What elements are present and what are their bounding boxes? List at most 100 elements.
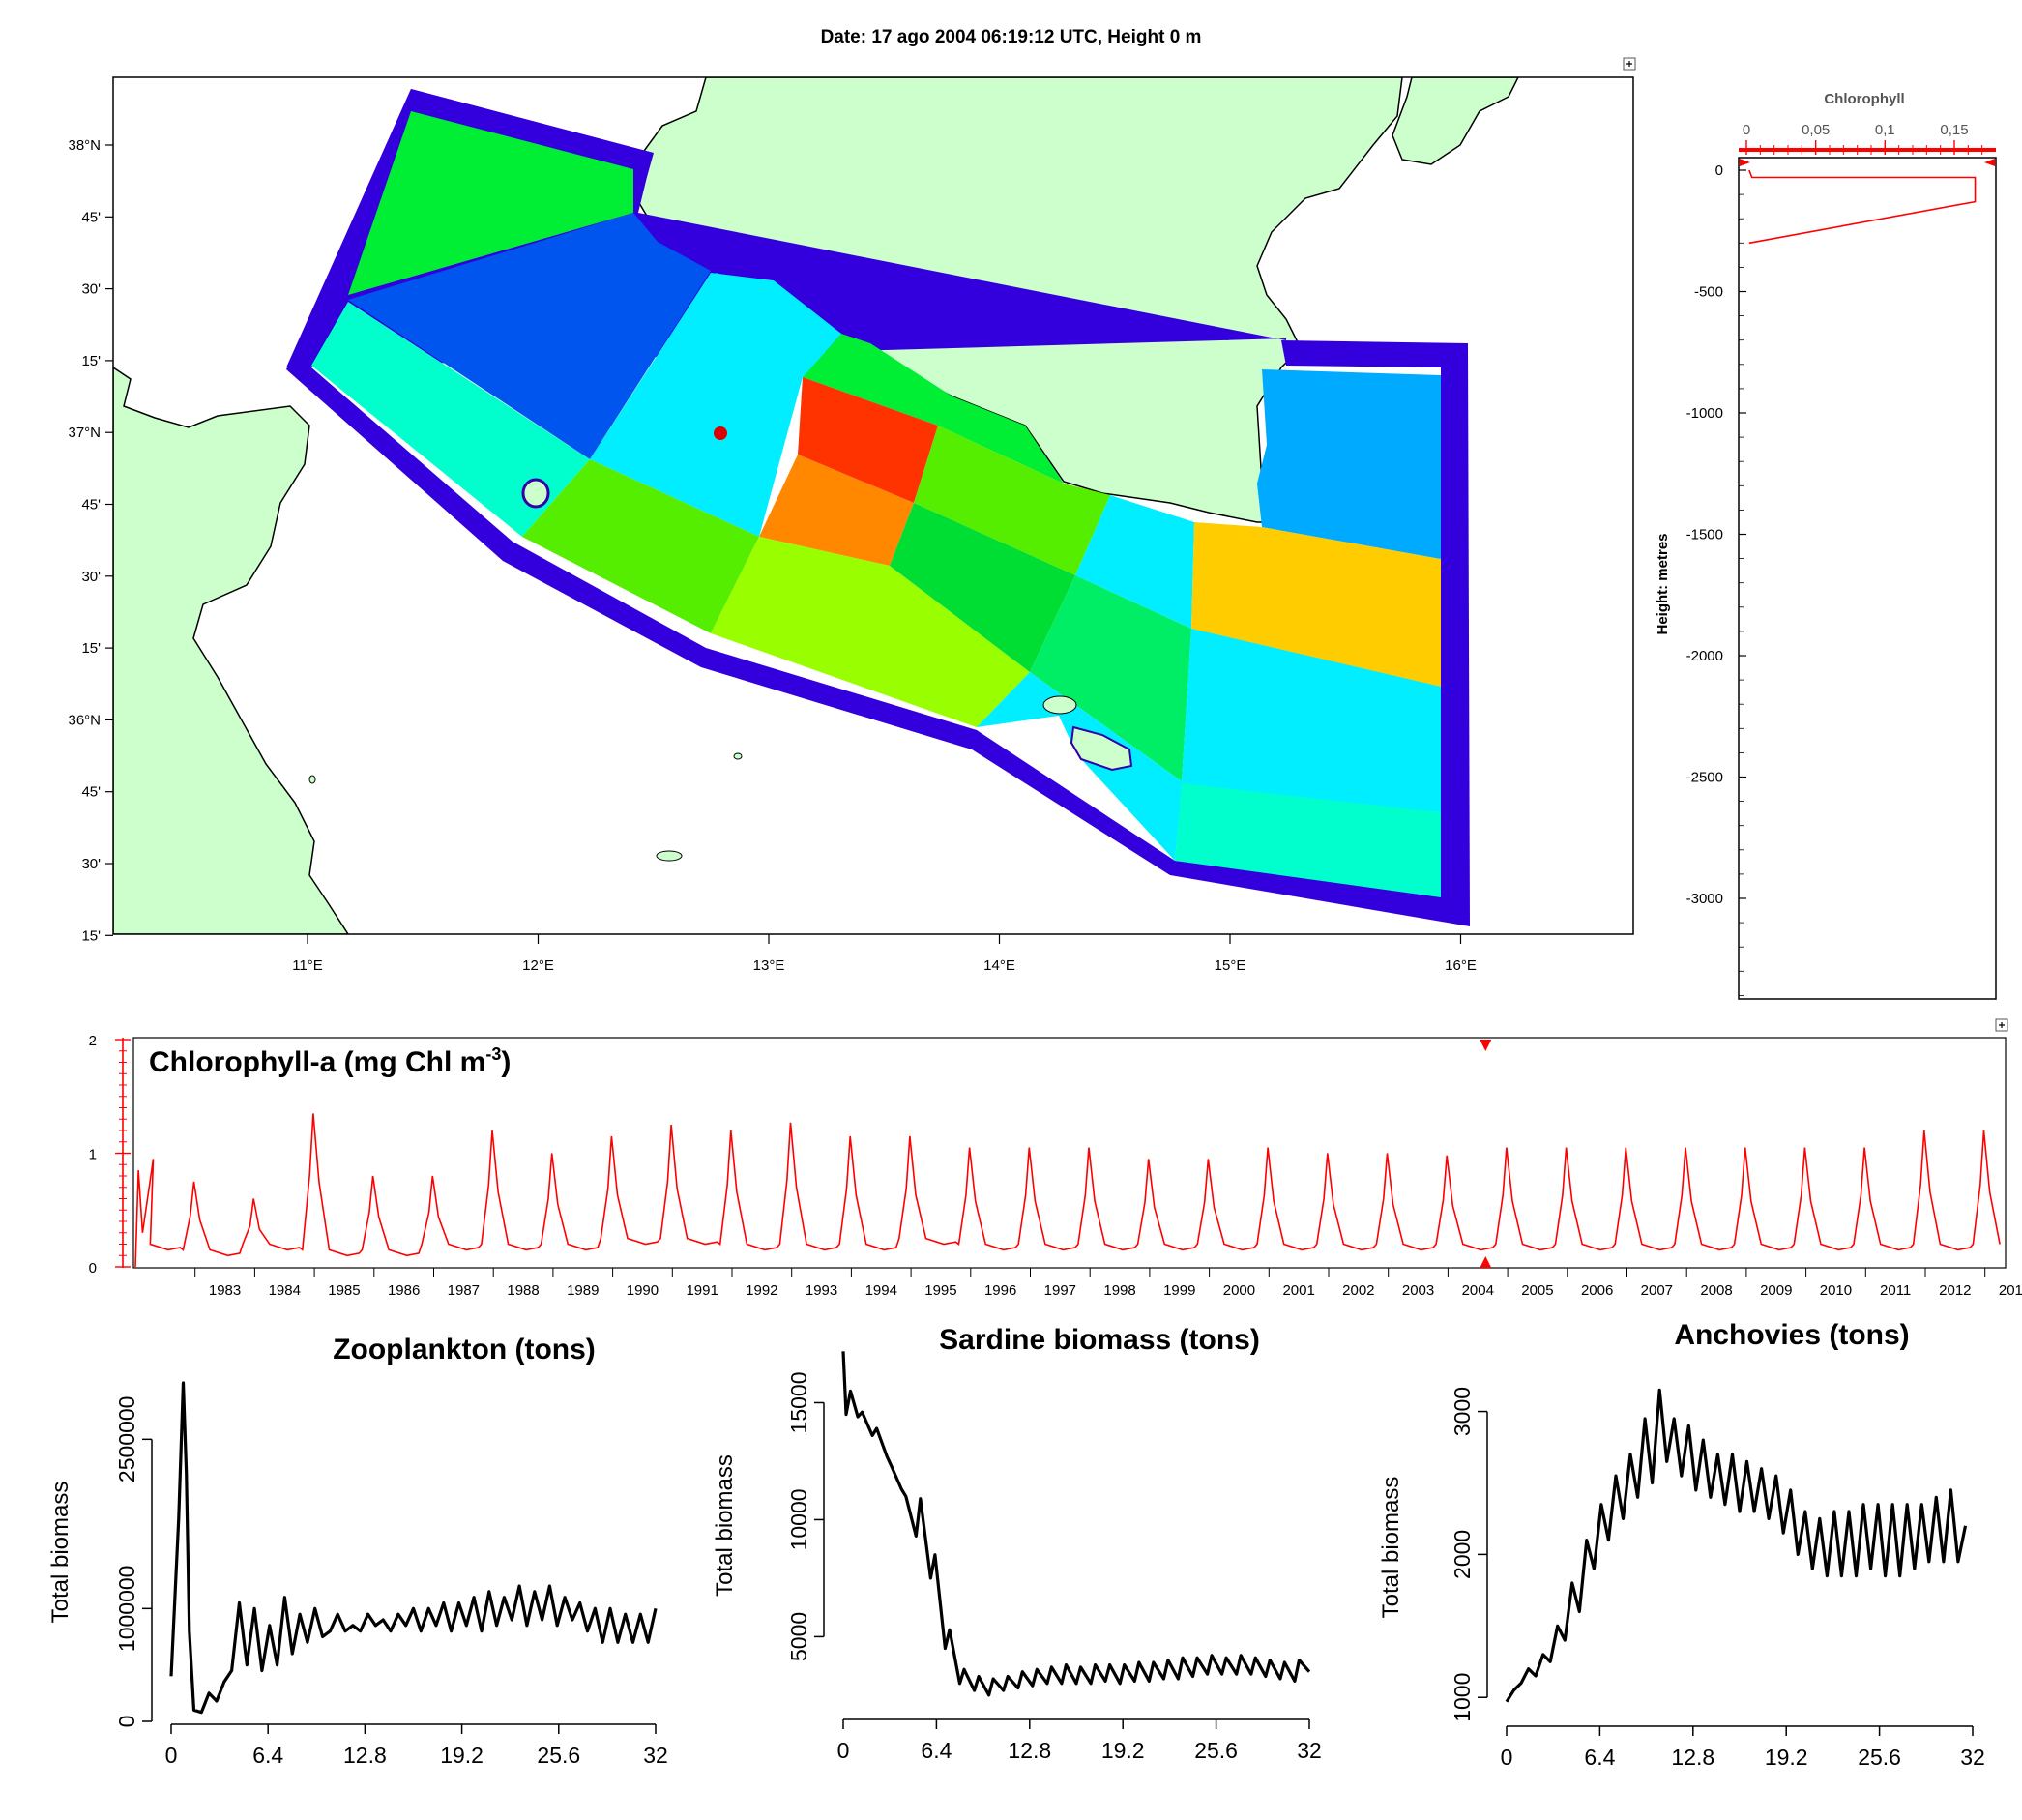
cell-cyan-east bbox=[1075, 495, 1194, 629]
lat-label: 45' bbox=[81, 209, 101, 225]
cell-midgreen bbox=[890, 503, 1075, 672]
cell-lightgreen bbox=[1030, 575, 1191, 781]
red-dot-icon[interactable] bbox=[714, 426, 727, 440]
series-year-label: 2001 bbox=[1282, 1282, 1314, 1299]
cell-cyan-ne bbox=[716, 273, 841, 377]
lat-label: 36°N bbox=[68, 712, 101, 728]
cell-lime-west bbox=[522, 459, 759, 633]
lat-label: 30' bbox=[81, 856, 101, 872]
series-year-label: 1985 bbox=[328, 1282, 360, 1299]
series-year-label: 2011 bbox=[1880, 1282, 1911, 1299]
series-year-label: 1989 bbox=[567, 1282, 599, 1299]
plot-ylabel: Total biomass bbox=[47, 1482, 73, 1624]
series-year-label: 2012 bbox=[1939, 1282, 1971, 1299]
series-year-label: 1998 bbox=[1103, 1282, 1135, 1299]
plot-x-label: 32 bbox=[643, 1743, 668, 1768]
chlorophyll-profile-panel: Chlorophyll 0 0,05 0,1 0,15 0 -500 -1000 -1500… bbox=[1655, 91, 1997, 1000]
plot-x-label: 12.8 bbox=[343, 1743, 387, 1768]
series-year-label: 2005 bbox=[1521, 1282, 1553, 1299]
cell-green-north bbox=[803, 334, 1064, 484]
plot-x-label: 32 bbox=[1960, 1745, 1985, 1770]
profile-y-label: -2000 bbox=[1686, 648, 1723, 664]
chlorophyll-timeseries-panel: 2 1 0 1983 1984 1985 1986 1987 1988 1989 1990 1991… bbox=[89, 1018, 2022, 1299]
profile-frame bbox=[1738, 157, 1997, 1000]
series-year-label: 2003 bbox=[1402, 1282, 1434, 1299]
lat-label: 38°N bbox=[68, 137, 101, 154]
island-small bbox=[308, 775, 316, 784]
plot-x-label: 19.2 bbox=[1101, 1738, 1145, 1763]
island-linosa bbox=[733, 752, 743, 760]
series-title: Chlorophyll-a (mg Chl m-3) bbox=[149, 1044, 511, 1078]
plot-x-label: 0 bbox=[837, 1738, 850, 1763]
plot-x-label: 25.6 bbox=[537, 1743, 580, 1768]
plot-x-label: 12.8 bbox=[1008, 1738, 1051, 1763]
profile-x-label: 0,05 bbox=[1802, 122, 1830, 138]
plot-x-label: 0 bbox=[165, 1743, 178, 1768]
biomass-line bbox=[169, 1381, 658, 1715]
island-pantelleria-top bbox=[521, 478, 550, 509]
lon-label: 16°E bbox=[1445, 957, 1477, 974]
plot-title: Zooplankton (tons) bbox=[333, 1334, 596, 1365]
profile-line bbox=[1748, 169, 1977, 245]
cell-yellowgreen bbox=[711, 537, 1030, 727]
plot-y-label: 3000 bbox=[1450, 1387, 1475, 1436]
lat-label: 37°N bbox=[68, 425, 101, 441]
red-triangle-icon[interactable] bbox=[1480, 1040, 1492, 1051]
plot-x-label: 25.6 bbox=[1858, 1745, 1901, 1770]
plot-y-label: 10000 bbox=[786, 1488, 811, 1550]
series-year-label: 2004 bbox=[1462, 1282, 1494, 1299]
plus-square-icon[interactable] bbox=[1623, 57, 1636, 71]
profile-x-axis: 0 0,05 0,1 0,15 bbox=[1743, 122, 1983, 155]
map-lon-axis: 11°E 12°E 13°E 14°E 15°E 16°E bbox=[292, 934, 1477, 974]
cell-gold bbox=[1191, 522, 1441, 687]
cell-aqua-west bbox=[311, 302, 590, 537]
island-gozo-top bbox=[1042, 695, 1077, 715]
plot-y-label: 2000 bbox=[1450, 1530, 1475, 1579]
profile-ylabel: Height: metres bbox=[1655, 533, 1671, 634]
lon-label: 13°E bbox=[753, 957, 785, 974]
map-frame bbox=[112, 76, 1634, 935]
plot-y-label: 0 bbox=[114, 1716, 139, 1728]
lat-label: 15' bbox=[81, 640, 101, 657]
cell-red bbox=[798, 377, 938, 503]
series-year-label: 1984 bbox=[269, 1282, 301, 1299]
plus-square-icon[interactable] bbox=[1995, 1018, 2008, 1032]
plot-y-label: 1000000 bbox=[114, 1566, 139, 1653]
red-triangle-icon[interactable] bbox=[1480, 1256, 1492, 1268]
series-year-label: 2008 bbox=[1700, 1282, 1732, 1299]
plot-x-label: 12.8 bbox=[1671, 1745, 1714, 1770]
plot-x-label: 19.2 bbox=[440, 1743, 484, 1768]
profile-marker-left bbox=[1740, 159, 1750, 166]
series-year-label: 1996 bbox=[984, 1282, 1016, 1299]
series-year-label: 1983 bbox=[209, 1282, 241, 1299]
series-year-label: 1991 bbox=[686, 1282, 718, 1299]
tunisia-landmass bbox=[113, 367, 349, 934]
plot-title: Anchovies (tons) bbox=[1674, 1319, 1909, 1351]
lon-label: 15°E bbox=[1215, 957, 1246, 974]
series-year-label: 2000 bbox=[1223, 1282, 1255, 1299]
profile-y-label: 0 bbox=[1715, 162, 1723, 179]
plot-x-label: 32 bbox=[1297, 1738, 1322, 1763]
plot-ylabel: Total biomass bbox=[712, 1454, 738, 1597]
plot-x-label: 25.6 bbox=[1194, 1738, 1238, 1763]
series-year-label: 1988 bbox=[507, 1282, 539, 1299]
series-year-label: 1999 bbox=[1163, 1282, 1195, 1299]
lat-label: 45' bbox=[81, 497, 101, 514]
chlorophyll-series-line bbox=[134, 1113, 2001, 1268]
biomass-line bbox=[1505, 1388, 1968, 1703]
sardine-plot: Sardine biomass (tons) 5000 10000 15000 Tota… bbox=[712, 1324, 1322, 1763]
profile-y-label: -3000 bbox=[1686, 891, 1723, 907]
lat-label: 15' bbox=[81, 353, 101, 369]
series-year-label: 1992 bbox=[746, 1282, 777, 1299]
series-frame bbox=[132, 1037, 2007, 1269]
series-year-label: 2007 bbox=[1641, 1282, 1673, 1299]
profile-marker-right bbox=[1984, 159, 1995, 166]
series-year-label: 2010 bbox=[1820, 1282, 1852, 1299]
series-year-label: 1997 bbox=[1044, 1282, 1076, 1299]
plot-ylabel: Total biomass bbox=[1378, 1477, 1404, 1619]
zooplankton-plot: Zooplankton (tons) 0 1000000 2500000 Total b… bbox=[47, 1334, 668, 1768]
profile-x-label: 0,15 bbox=[1940, 122, 1968, 138]
series-year-label: 2009 bbox=[1760, 1282, 1792, 1299]
series-y-label: 1 bbox=[89, 1147, 97, 1163]
